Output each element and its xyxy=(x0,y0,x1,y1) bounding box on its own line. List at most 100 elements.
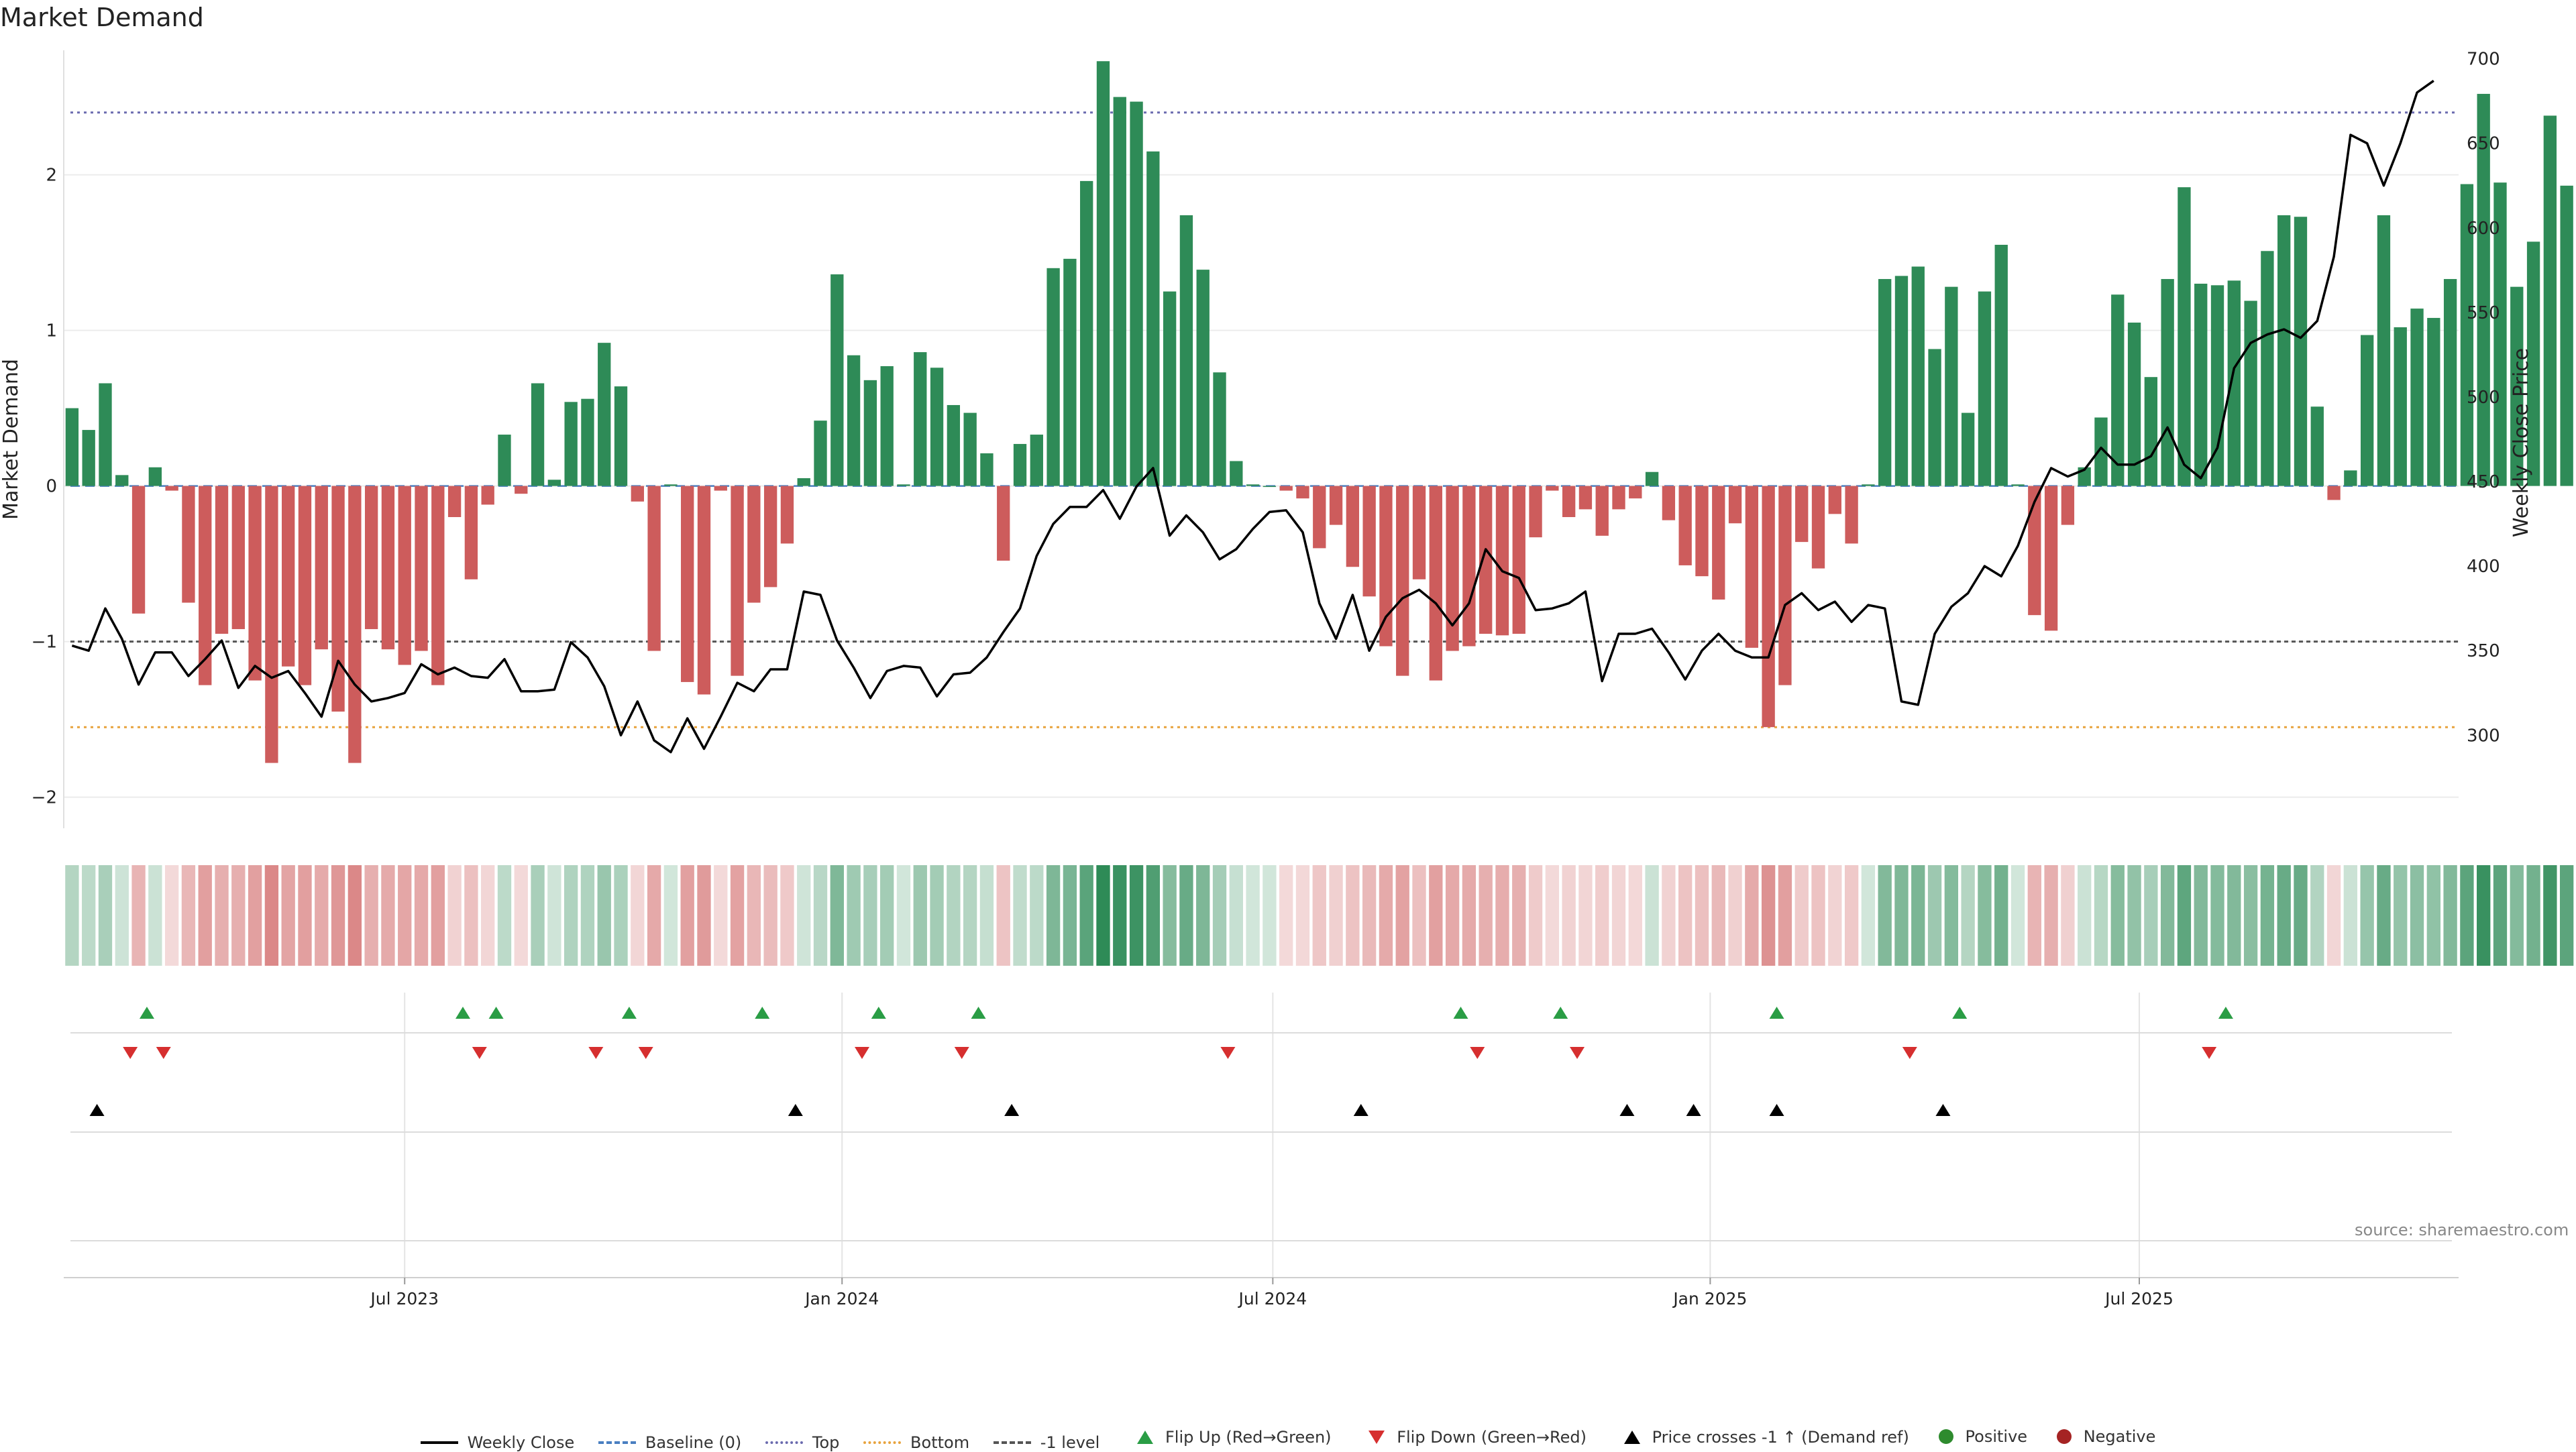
legend-flip-down-label: Flip Down (Green→Red) xyxy=(1397,1428,1587,1447)
flip-down-marker xyxy=(855,1047,869,1059)
heat-cell xyxy=(863,865,877,966)
legend-minus-one-label: -1 level xyxy=(1040,1433,1100,1452)
heat-cell xyxy=(2144,865,2158,966)
heat-cell xyxy=(1528,865,1543,966)
heat-cell xyxy=(2243,865,2258,966)
flip-down-marker xyxy=(954,1047,969,1059)
heat-cell xyxy=(1562,865,1576,966)
demand-bar xyxy=(2111,294,2125,486)
heat-cell xyxy=(996,865,1010,966)
heat-cell xyxy=(2277,865,2291,966)
heat-cell xyxy=(164,865,179,966)
y-tick-label-right: 450 xyxy=(2467,472,2500,492)
gridlines xyxy=(64,174,2459,1278)
legend-weekly-close-label: Weekly Close xyxy=(467,1433,575,1452)
demand-bar xyxy=(447,486,462,517)
demand-bar xyxy=(2543,115,2557,486)
heat-cell xyxy=(1794,865,1809,966)
legend-minus-one[interactable]: -1 level xyxy=(993,1433,1100,1452)
legend-negative-label: Negative xyxy=(2083,1427,2156,1446)
demand-bar xyxy=(598,343,611,486)
demand-bar xyxy=(1928,349,1941,486)
demand-bar xyxy=(364,486,378,630)
flip-up-marker xyxy=(755,1007,770,1019)
heat-cell xyxy=(797,865,811,966)
legend-flip-down[interactable]: Flip Down (Green→Red) xyxy=(1355,1428,1587,1447)
price-cross-marker xyxy=(1004,1104,1020,1116)
heat-cell xyxy=(1312,865,1326,966)
heat-cell xyxy=(2160,865,2175,966)
heat-cell xyxy=(2543,865,2557,966)
heat-cell xyxy=(447,865,462,966)
demand-bar xyxy=(1612,486,1625,510)
demand-bar xyxy=(2477,93,2490,486)
demand-bar xyxy=(2178,187,2191,486)
demand-bar xyxy=(1978,291,1992,486)
demand-bar xyxy=(1945,286,1958,486)
heat-cell xyxy=(847,865,861,966)
heat-strip xyxy=(65,865,2574,966)
demand-bar xyxy=(1446,486,1459,651)
heat-cell xyxy=(2210,865,2224,966)
demand-bar xyxy=(2277,215,2291,486)
heat-cell xyxy=(2061,865,2075,966)
y-tick-label-left: 0 xyxy=(46,477,57,497)
demand-bar xyxy=(2144,377,2158,486)
demand-bar xyxy=(1313,486,1326,549)
demand-bar xyxy=(980,453,994,486)
flip-down-marker xyxy=(123,1047,138,1059)
legend-positive[interactable]: Positive xyxy=(1933,1427,2027,1446)
x-tick-label: Jul 2024 xyxy=(1237,1289,1307,1308)
legend-top[interactable]: Top xyxy=(765,1433,839,1452)
heat-cell xyxy=(481,865,495,966)
legend-price-cross[interactable]: Price crosses -1 ↑ (Demand ref) xyxy=(1611,1428,1909,1447)
demand-bar xyxy=(82,430,95,486)
demand-bar xyxy=(1811,486,1825,569)
flip-up-marker xyxy=(871,1007,886,1019)
y-tick-label-right: 400 xyxy=(2467,557,2500,577)
demand-bar xyxy=(1213,372,1226,486)
heat-cell xyxy=(1412,865,1426,966)
demand-bar xyxy=(1878,279,1892,486)
legend: Weekly Close Baseline (0) Top Bottom -1 … xyxy=(0,1427,2576,1452)
demand-bar xyxy=(1412,486,1426,579)
demand-bar xyxy=(182,486,195,603)
demand-bar xyxy=(1263,486,1277,488)
heat-cell xyxy=(1944,865,1959,966)
demand-bar xyxy=(1529,486,1542,538)
legend-flip-up[interactable]: Flip Up (Red→Green) xyxy=(1124,1428,1332,1447)
heat-cell xyxy=(2559,865,2574,966)
flip-down-marker xyxy=(588,1047,604,1059)
heat-cell xyxy=(2394,865,2408,966)
heat-cell xyxy=(979,865,994,966)
heat-cell xyxy=(2094,865,2108,966)
heat-cell xyxy=(1263,865,1277,966)
demand-bar xyxy=(115,475,129,486)
demand-bar xyxy=(1911,266,1925,486)
demand-bar xyxy=(398,486,411,665)
heat-cell xyxy=(1961,865,1975,966)
demand-bar xyxy=(581,398,594,486)
demand-bar xyxy=(1795,486,1809,543)
heat-cell xyxy=(431,865,445,966)
demand-bar xyxy=(2044,486,2058,631)
legend-baseline[interactable]: Baseline (0) xyxy=(598,1433,741,1452)
legend-bottom[interactable]: Bottom xyxy=(863,1433,969,1452)
heat-cell xyxy=(181,865,196,966)
heat-cell xyxy=(315,865,329,966)
y-axis-title-left: Market Demand xyxy=(0,359,23,520)
legend-weekly-close[interactable]: Weekly Close xyxy=(420,1433,575,1452)
heat-cell xyxy=(1013,865,1027,966)
demand-bar xyxy=(231,486,245,630)
demand-bar xyxy=(1429,486,1442,681)
demand-bar xyxy=(2294,217,2308,486)
heat-cell xyxy=(2377,865,2391,966)
legend-negative[interactable]: Negative xyxy=(2051,1427,2156,1446)
heat-cell xyxy=(2294,865,2308,966)
demand-bar xyxy=(1994,245,2008,486)
heat-cell xyxy=(264,865,279,966)
heat-cell xyxy=(930,865,944,966)
heat-cell xyxy=(1063,865,1077,966)
price-line xyxy=(71,79,2434,754)
demand-bar xyxy=(2161,279,2174,486)
